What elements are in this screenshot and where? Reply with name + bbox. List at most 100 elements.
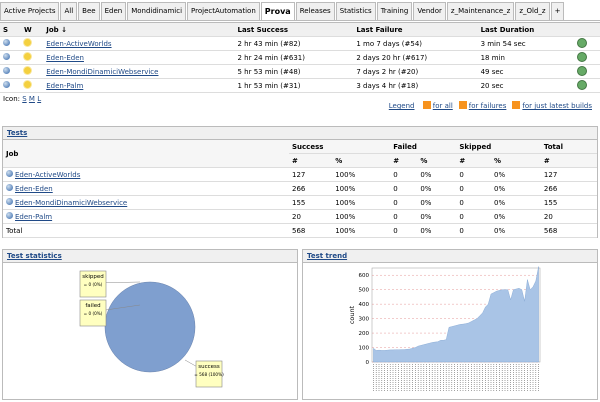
- feed-link[interactable]: for failures: [468, 102, 507, 110]
- icon-size-option[interactable]: M: [28, 95, 35, 103]
- build-cell: [574, 50, 600, 65]
- test-value: 0: [393, 184, 398, 193]
- job-cell: 3 min 54 sec: [477, 36, 575, 51]
- job-link[interactable]: Eden-Palm: [15, 213, 53, 221]
- feed-links: Legend for all for failures for just lates…: [389, 101, 592, 110]
- test-value: 266: [292, 184, 306, 193]
- job-info: 18 min: [480, 53, 505, 62]
- status-icon: [6, 184, 13, 191]
- status-cell: [0, 64, 22, 79]
- status-icon: [6, 198, 13, 205]
- icon-options: S M L: [22, 95, 41, 103]
- tab[interactable]: Training: [376, 2, 413, 20]
- test-cell: 0: [456, 223, 491, 238]
- job-link[interactable]: Eden-Eden: [15, 185, 53, 193]
- tab[interactable]: Prova: [260, 2, 295, 20]
- tab[interactable]: +: [550, 2, 565, 20]
- test-cell: 568: [289, 223, 333, 238]
- tab-bar: Active Projects All Bee Eden Mondidinamici Pr…: [0, 2, 600, 21]
- job-link[interactable]: Eden-MondiDinamiciWebservice: [15, 199, 128, 207]
- column-subheader: #: [390, 153, 418, 168]
- test-value: 568: [292, 226, 306, 235]
- feed-link[interactable]: for all: [432, 102, 453, 110]
- status-icon: [3, 39, 10, 46]
- tab[interactable]: Mondidinamici: [127, 2, 187, 20]
- test-cell: 0: [456, 195, 491, 210]
- job-cell: Eden-ActiveWorlds: [43, 36, 235, 51]
- job-cell: 2 days 20 hr (#617): [353, 50, 478, 65]
- test-value: 20: [292, 212, 301, 221]
- build-button[interactable]: [577, 79, 588, 90]
- test-value: 0%: [494, 212, 506, 221]
- job-row: Eden-Eden 2 hr 24 min (#631) 2 days 20 hr …: [0, 50, 600, 65]
- test-row: Eden-Eden 266 100% 0 0% 0 0% 266: [3, 181, 597, 196]
- icon-size: Icon: S M L: [3, 95, 41, 103]
- column-header: W: [21, 22, 44, 37]
- job-link[interactable]: Eden-Eden: [46, 53, 84, 62]
- tab[interactable]: ProjectAutomation: [187, 2, 260, 20]
- tab[interactable]: z_Maintenance_z: [446, 2, 515, 20]
- test-value: 0%: [494, 198, 506, 207]
- build-button[interactable]: [577, 65, 588, 76]
- job-info: 5 hr 53 min (#48): [237, 67, 301, 76]
- test-value: 0%: [494, 184, 506, 193]
- weather-icon: [24, 67, 32, 74]
- tab[interactable]: Eden: [100, 2, 127, 20]
- test-cell: 155: [540, 195, 597, 210]
- tab[interactable]: Releases: [295, 2, 335, 20]
- trend-header: Test trend: [303, 250, 597, 263]
- job-link[interactable]: Eden-Palm: [46, 81, 84, 90]
- test-value: 0: [459, 184, 464, 193]
- stats-title[interactable]: Test statistics: [7, 252, 62, 260]
- job-link[interactable]: Eden-MondiDinamiciWebservice: [46, 67, 159, 76]
- tests-title[interactable]: Tests: [7, 129, 28, 137]
- feed-link[interactable]: for just latest builds: [522, 102, 592, 110]
- column-subheader: #: [456, 153, 491, 168]
- test-cell: 0: [390, 223, 418, 238]
- column-header: S: [0, 22, 22, 37]
- tests-box: Tests Job Success Failed Skipped Total #% #% #%…: [2, 126, 598, 238]
- icon-size-option[interactable]: S: [22, 95, 27, 103]
- tab[interactable]: Vendor: [413, 2, 446, 20]
- test-cell: 100%: [332, 209, 391, 224]
- tab[interactable]: Statistics: [335, 2, 376, 20]
- tab[interactable]: Active Projects: [0, 2, 60, 20]
- column-subheader: %: [491, 153, 541, 168]
- icon-size-option[interactable]: L: [37, 95, 42, 103]
- test-value: 127: [543, 170, 558, 179]
- job-link[interactable]: Eden-ActiveWorlds: [46, 39, 112, 48]
- tab[interactable]: All: [60, 2, 78, 20]
- test-value: 100%: [335, 170, 356, 179]
- column-header: Job ↓: [43, 22, 235, 37]
- job-info: 3 days 4 hr (#18): [356, 81, 419, 90]
- status-icon: [6, 212, 13, 219]
- jobs-table: S W Job ↓ Last Success Last Failure Last Dura…: [0, 22, 600, 93]
- build-cell: [574, 64, 600, 79]
- test-value: 0%: [420, 212, 432, 221]
- status-cell: [0, 50, 22, 65]
- test-value: Total: [6, 226, 23, 235]
- stats-box: Test statistics: [2, 249, 298, 400]
- tab[interactable]: z_Old_z: [515, 2, 550, 20]
- legend-link[interactable]: Legend: [388, 102, 415, 110]
- column-header: Last Failure: [353, 22, 478, 37]
- test-cell: 0%: [417, 223, 457, 238]
- test-value: 0%: [420, 198, 432, 207]
- column-subheader: #: [289, 153, 333, 168]
- build-button[interactable]: [577, 37, 588, 48]
- test-cell: Eden-ActiveWorlds: [3, 167, 289, 182]
- test-cell: 0%: [417, 195, 457, 210]
- tab[interactable]: Bee: [78, 2, 100, 20]
- status-icon: [6, 170, 13, 177]
- job-link[interactable]: Eden-ActiveWorlds: [15, 171, 81, 179]
- job-cell: 7 days 2 hr (#20): [353, 64, 478, 79]
- build-button[interactable]: [577, 51, 588, 62]
- test-cell: 0: [390, 195, 418, 210]
- test-cell: 0: [390, 209, 418, 224]
- job-info: 2 hr 43 min (#82): [237, 39, 301, 48]
- test-value: 0: [459, 198, 464, 207]
- trend-title[interactable]: Test trend: [307, 252, 348, 260]
- test-value: 0: [459, 226, 464, 235]
- test-cell: Eden-Eden: [3, 181, 289, 196]
- test-cell: Total: [3, 223, 289, 238]
